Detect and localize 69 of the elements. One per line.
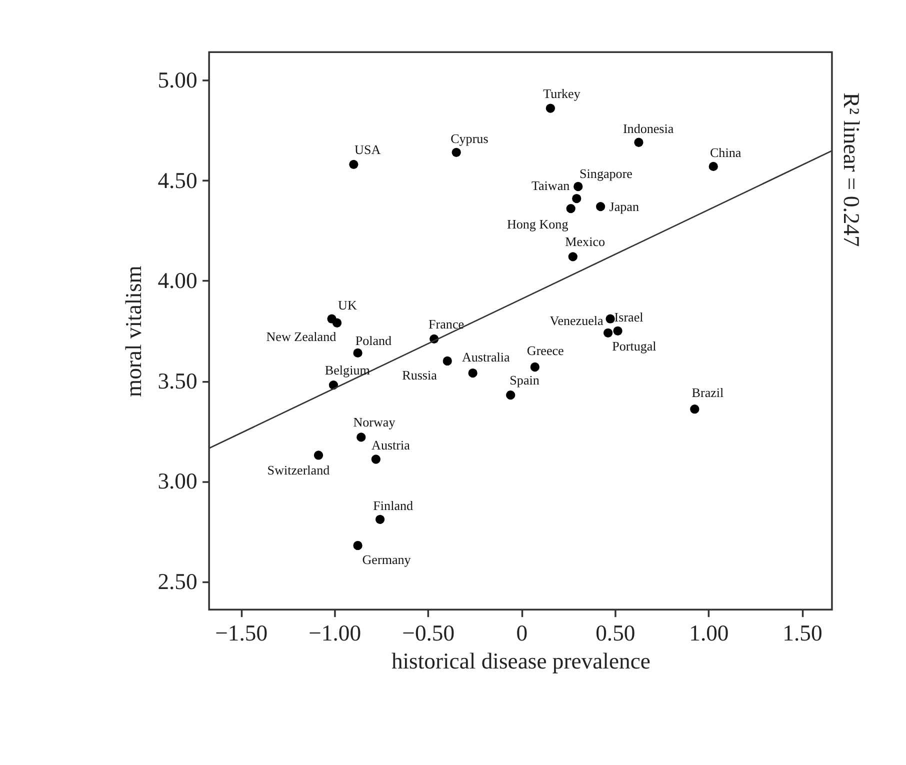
annotation: Brazil xyxy=(692,384,724,400)
point xyxy=(613,326,622,336)
annotation: Portugal xyxy=(612,338,657,354)
annotation: Cyprus xyxy=(450,130,488,146)
annotation: Australia xyxy=(462,350,510,365)
annotation: Mexico xyxy=(565,234,606,250)
y-tick-label: 5.00 xyxy=(158,68,198,93)
annotation: UK xyxy=(338,297,358,312)
annotation: Spain xyxy=(510,372,540,388)
x-tick-label: −0.50 xyxy=(402,620,455,646)
point xyxy=(349,160,358,169)
annotation: Finland xyxy=(373,498,414,513)
y-tick-label: 2.50 xyxy=(158,568,198,594)
annotation: Belgium xyxy=(324,362,370,378)
annotation: Norway xyxy=(353,414,396,430)
point xyxy=(568,252,578,262)
text: R² linear = 0.247 xyxy=(839,92,864,247)
annotation: Poland xyxy=(355,333,392,348)
annotation: Greece xyxy=(526,342,564,358)
annotation: Russia xyxy=(402,367,438,382)
x-tick-label: −1.50 xyxy=(215,620,268,646)
x-tick-label: 0.50 xyxy=(596,620,636,646)
annotation: Germany xyxy=(362,552,412,567)
point xyxy=(690,404,700,414)
point xyxy=(506,390,516,400)
point xyxy=(574,182,583,192)
point xyxy=(452,148,461,157)
point xyxy=(356,432,366,442)
point xyxy=(468,368,478,378)
y-axis-title: moral vitalism xyxy=(121,265,146,398)
point xyxy=(314,450,324,460)
point xyxy=(442,356,452,366)
point xyxy=(603,328,613,338)
annotation: Singapore xyxy=(580,166,633,181)
x-tick-label: 0 xyxy=(516,620,528,646)
point xyxy=(353,540,362,550)
annotation: Taiwan xyxy=(531,178,570,193)
point xyxy=(566,204,576,214)
annotation: USA xyxy=(354,142,382,157)
point xyxy=(332,318,342,328)
point xyxy=(572,194,582,204)
x-axis-title: historical disease prevalence xyxy=(391,648,650,674)
point xyxy=(634,138,644,147)
point xyxy=(371,454,380,464)
annotation: Turkey xyxy=(543,86,581,101)
y-tick-label: 3.00 xyxy=(158,468,198,494)
y-tick-label: 4.00 xyxy=(158,268,198,294)
annotation: New Zealand xyxy=(266,329,337,344)
y-tick-label: 4.50 xyxy=(158,168,198,193)
annotation: Switzerland xyxy=(267,462,330,478)
x-tick-label: −1.00 xyxy=(308,620,362,646)
point xyxy=(375,514,385,524)
point xyxy=(596,202,606,212)
point xyxy=(606,314,615,324)
x-tick-label: 1.50 xyxy=(782,620,822,646)
annotation: Austria xyxy=(372,438,410,453)
annotation: Hong Kong xyxy=(506,216,569,232)
point xyxy=(546,104,556,113)
annotation: Venezuela xyxy=(550,312,604,328)
point xyxy=(530,362,540,372)
annotation: Japan xyxy=(609,198,640,214)
point xyxy=(353,348,362,358)
point xyxy=(708,162,718,171)
y-tick-label: 3.50 xyxy=(158,368,198,394)
annotation: France xyxy=(428,316,464,332)
annotation: China xyxy=(710,144,742,160)
annotation: Israel xyxy=(614,309,644,324)
x-tick-label: 1.00 xyxy=(689,620,729,646)
annotation: Indonesia xyxy=(622,120,674,136)
